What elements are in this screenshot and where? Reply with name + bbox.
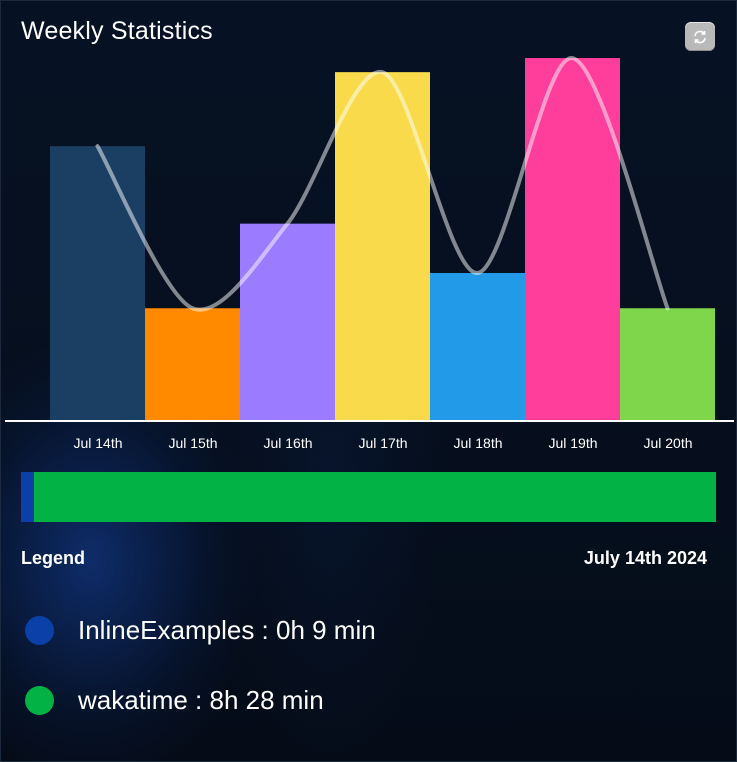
- legend-color-dot: [25, 686, 54, 715]
- usage-segment-wakatime: [33, 472, 716, 522]
- bar-jul-14th: [50, 146, 145, 421]
- bar-jul-16th: [240, 223, 335, 421]
- card-title: Weekly Statistics: [21, 17, 213, 45]
- usage-segment-inlineexamples: [21, 472, 34, 522]
- legend-item-label: InlineExamples : 0h 9 min: [78, 615, 376, 645]
- legend-item-wakatime: wakatime : 8h 28 min: [25, 685, 324, 716]
- bar-jul-20th: [620, 308, 715, 421]
- legend-item-inlineexamples: InlineExamples : 0h 9 min: [25, 615, 376, 646]
- legend-color-dot: [25, 616, 54, 645]
- x-tick-label: Jul 17th: [358, 435, 408, 451]
- bar-chart: [5, 56, 734, 422]
- refresh-button[interactable]: [685, 22, 715, 51]
- trend-line: [95, 56, 670, 312]
- x-tick-label: Jul 16th: [263, 435, 313, 451]
- legend-item-label: wakatime : 8h 28 min: [78, 685, 324, 715]
- bar-jul-17th: [335, 72, 430, 422]
- date-label: July 14th 2024: [583, 548, 707, 568]
- x-tick-label: Jul 18th: [453, 435, 503, 451]
- x-tick-label: Jul 14th: [73, 435, 123, 451]
- x-tick-label: Jul 15th: [168, 435, 218, 451]
- bar-jul-18th: [430, 273, 525, 421]
- project-usage-bar: [21, 472, 716, 522]
- bar-jul-15th: [145, 308, 240, 421]
- x-tick-label: Jul 19th: [548, 435, 598, 451]
- x-tick-label: Jul 20th: [643, 435, 693, 451]
- legend-title: Legend: [21, 548, 86, 568]
- x-axis-ticks: Jul 14th Jul 15th Jul 16th Jul 17th Jul 18th…: [1, 431, 736, 455]
- refresh-icon: [694, 30, 706, 43]
